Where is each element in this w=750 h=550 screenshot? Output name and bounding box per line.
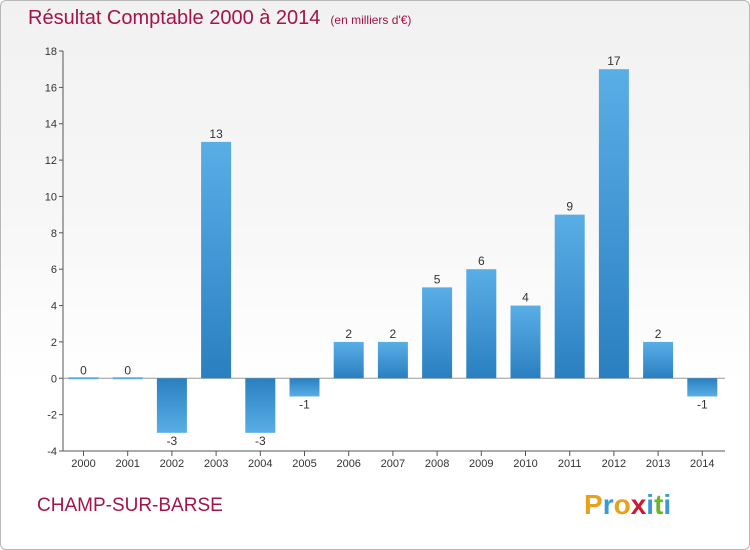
y-tick-label: 4 — [51, 301, 57, 313]
y-tick-label: 0 — [51, 373, 57, 385]
y-tick-label: 8 — [51, 228, 57, 240]
bar — [156, 378, 187, 433]
chart-title-text: Résultat Comptable 2000 à 2014 — [28, 7, 321, 29]
x-tick-label: 2007 — [381, 458, 405, 470]
x-tick-label: 2011 — [558, 458, 582, 470]
bar-value-label: -1 — [697, 397, 708, 411]
bar-value-label: -1 — [299, 397, 310, 411]
logo-letter: i — [646, 489, 655, 520]
bar — [201, 141, 232, 379]
logo-letter: o — [613, 489, 631, 520]
place-name: CHAMP-SUR-BARSE — [37, 495, 223, 516]
bar-value-label: 9 — [566, 200, 573, 214]
x-tick-label: 2005 — [292, 458, 316, 470]
bar-value-label: 0 — [124, 363, 131, 377]
y-tick-label: 10 — [45, 191, 57, 203]
y-tick-label: 14 — [45, 119, 57, 131]
y-tick-label: 12 — [45, 155, 57, 167]
bar-value-label: 2 — [345, 327, 352, 341]
x-tick-label: 2001 — [115, 458, 139, 470]
logo-letter: x — [630, 489, 647, 520]
bar-value-label: 13 — [209, 127, 223, 141]
bar-value-label: 0 — [80, 363, 87, 377]
bar-value-label: 5 — [434, 272, 441, 286]
x-tick-label: 2014 — [690, 458, 714, 470]
bar — [333, 341, 364, 379]
chart-title: Résultat Comptable 2000 à 2014 (en millie… — [28, 7, 411, 30]
bar — [466, 269, 497, 379]
x-tick-label: 2013 — [646, 458, 670, 470]
bar-value-label: 2 — [390, 327, 397, 341]
x-tick-label: 2008 — [425, 458, 449, 470]
y-tick-label: 18 — [45, 46, 57, 58]
bar — [643, 341, 674, 379]
bar-value-label: 4 — [522, 291, 529, 305]
bar — [245, 378, 276, 433]
x-tick-label: 2000 — [71, 458, 95, 470]
bar — [377, 341, 408, 379]
x-tick-label: 2009 — [469, 458, 493, 470]
x-tick-label: 2010 — [513, 458, 537, 470]
y-tick-label: 2 — [51, 337, 57, 349]
y-tick-label: 6 — [51, 264, 57, 276]
proxiti-logo: Proxiti — [584, 489, 671, 521]
chart-subtitle: (en milliers d'€) — [330, 13, 412, 27]
y-tick-label: -4 — [47, 446, 57, 458]
bar-value-label: -3 — [167, 434, 178, 448]
logo-letter: r — [602, 489, 614, 520]
bar — [422, 287, 453, 379]
bar — [289, 378, 320, 397]
y-tick-label: -2 — [47, 410, 57, 422]
x-tick-label: 2012 — [602, 458, 626, 470]
bar — [687, 378, 718, 397]
y-tick-label: 16 — [45, 82, 57, 94]
bar — [554, 214, 585, 379]
x-tick-label: 2004 — [248, 458, 272, 470]
logo-letter: t — [654, 489, 664, 520]
bar — [598, 69, 629, 379]
bar-value-label: 6 — [478, 254, 485, 268]
x-tick-label: 2002 — [160, 458, 184, 470]
x-tick-label: 2003 — [204, 458, 228, 470]
bar-value-label: 17 — [607, 54, 621, 68]
bar-value-label: -3 — [255, 434, 266, 448]
logo-letter: i — [663, 489, 672, 520]
x-tick-label: 2006 — [336, 458, 360, 470]
bar — [510, 305, 541, 379]
logo-letter: P — [584, 489, 603, 520]
bar-value-label: 2 — [655, 327, 662, 341]
